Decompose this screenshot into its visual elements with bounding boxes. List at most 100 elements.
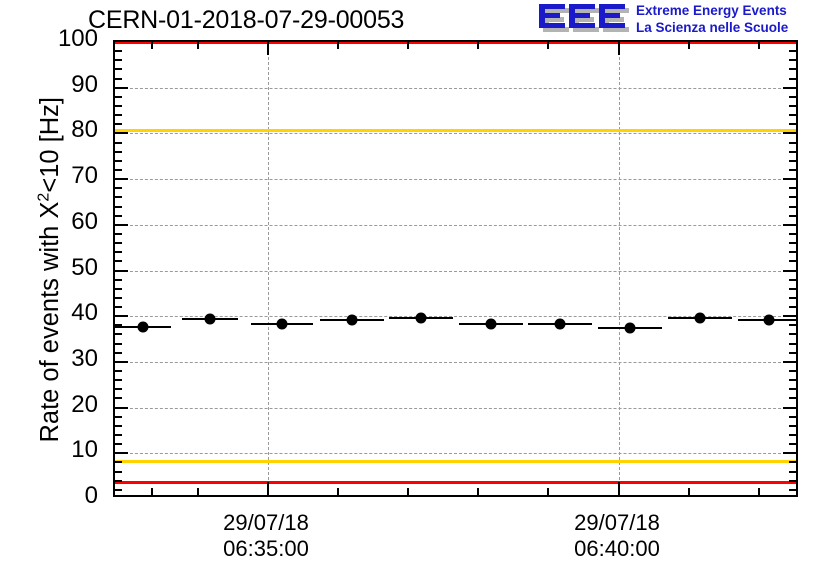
x-tick-label-time: 06:35:00 — [223, 536, 309, 561]
y-tick-minor — [115, 260, 122, 263]
y-tick-major — [115, 315, 128, 318]
y-tick-minor — [115, 397, 122, 400]
data-point-marker — [694, 312, 706, 324]
y-tick-minor — [115, 296, 122, 299]
y-tick-minor — [115, 370, 122, 373]
data-point-marker — [554, 318, 566, 330]
y-tick-major — [115, 452, 128, 455]
y-tick-minor — [115, 306, 122, 309]
x-tick-minor — [688, 488, 690, 495]
x-tick-top-minor — [407, 42, 409, 49]
y-tick-right-minor — [789, 50, 796, 53]
y-tick-right-minor — [789, 488, 796, 491]
x-tick-label-date: 29/07/18 — [223, 510, 309, 535]
y-tick-minor — [115, 415, 122, 418]
y-tick-right-minor — [789, 470, 796, 473]
y-tick-right-major — [783, 452, 796, 455]
y-tick-right-minor — [789, 205, 796, 208]
y-tick-label: 10 — [71, 436, 98, 464]
y-tick-right-minor — [789, 434, 796, 437]
data-point-marker — [415, 312, 427, 324]
y-tick-minor — [115, 187, 122, 190]
x-tick-top-minor — [477, 42, 479, 49]
x-tick-top-major — [267, 42, 269, 55]
y-tick-major — [115, 223, 128, 226]
y-tick-minor — [115, 232, 122, 235]
y-tick-minor — [115, 351, 122, 354]
y-tick-label: 20 — [71, 390, 98, 418]
y-tick-right-minor — [789, 168, 796, 171]
y-tick-major — [115, 269, 128, 272]
y-tick-right-minor — [789, 232, 796, 235]
y-tick-minor — [115, 324, 122, 327]
y-tick-right-minor — [789, 461, 796, 464]
y-tick-minor — [115, 114, 122, 117]
y-tick-label: 50 — [71, 253, 98, 281]
y-tick-major — [115, 178, 128, 181]
y-tick-right-minor — [789, 415, 796, 418]
y-tick-minor — [115, 77, 122, 80]
horizontal-gridline — [115, 361, 796, 363]
data-point-marker — [485, 318, 497, 330]
y-tick-minor — [115, 379, 122, 382]
y-tick-right-minor — [789, 214, 796, 217]
y-tick-minor — [115, 196, 122, 199]
y-tick-right-minor — [789, 388, 796, 391]
y-axis-tick-labels: 0 10 20 30 40 50 60 70 80 90 100 — [0, 0, 104, 572]
y-tick-right-major — [783, 178, 796, 181]
y-tick-right-minor — [789, 296, 796, 299]
data-point-marker — [346, 314, 358, 326]
y-tick-minor — [115, 59, 122, 62]
x-tick-minor — [758, 488, 760, 495]
page-title: CERN-01-2018-07-29-00053 — [88, 6, 405, 34]
y-tick-right-minor — [789, 59, 796, 62]
y-tick-right-major — [783, 86, 796, 89]
x-tick-label-time: 06:40:00 — [574, 536, 660, 561]
y-tick-minor — [115, 251, 122, 254]
plot-area — [115, 42, 796, 495]
y-tick-minor — [115, 479, 122, 482]
y-tick-right-minor — [789, 397, 796, 400]
x-tick-top-minor — [688, 42, 690, 49]
eee-logo: Extreme Energy Events La Scienza nelle S… — [538, 2, 834, 38]
y-tick-minor — [115, 104, 122, 107]
y-tick-minor — [115, 488, 122, 491]
x-tick-top-minor — [337, 42, 339, 49]
logo-text: Extreme Energy Events La Scienza nelle S… — [636, 3, 788, 36]
y-tick-right-minor — [789, 424, 796, 427]
y-tick-right-minor — [789, 104, 796, 107]
threshold-line-upper-red-limit — [115, 42, 796, 44]
y-tick-minor — [115, 242, 122, 245]
x-tick-top-major — [618, 42, 620, 55]
eee-logo-icon — [539, 4, 629, 32]
y-tick-right-minor — [789, 278, 796, 281]
horizontal-gridline — [115, 179, 796, 181]
data-point-marker — [276, 318, 288, 330]
y-tick-label: 80 — [71, 116, 98, 144]
x-tick-major — [267, 482, 269, 495]
threshold-line-lower-yellow-warning — [115, 460, 796, 464]
y-tick-right-major — [783, 269, 796, 272]
x-tick-minor — [477, 488, 479, 495]
y-tick-right-minor — [789, 196, 796, 199]
y-tick-right-minor — [789, 370, 796, 373]
horizontal-gridline — [115, 407, 796, 409]
y-tick-label: 70 — [71, 162, 98, 190]
y-tick-minor — [115, 278, 122, 281]
data-point-marker — [204, 313, 216, 325]
x-tick-minor — [407, 488, 409, 495]
y-tick-right-major — [783, 406, 796, 409]
y-tick-label: 30 — [71, 344, 98, 372]
y-tick-minor — [115, 287, 122, 290]
y-tick-right-minor — [789, 77, 796, 80]
y-tick-right-minor — [789, 242, 796, 245]
horizontal-gridline — [115, 270, 796, 272]
y-tick-right-minor — [789, 351, 796, 354]
y-tick-right-minor — [789, 479, 796, 482]
y-tick-right-minor — [789, 342, 796, 345]
x-tick-minor — [337, 488, 339, 495]
y-tick-right-minor — [789, 187, 796, 190]
y-tick-right-minor — [789, 150, 796, 153]
y-tick-minor — [115, 470, 122, 473]
y-tick-right-major — [783, 223, 796, 226]
